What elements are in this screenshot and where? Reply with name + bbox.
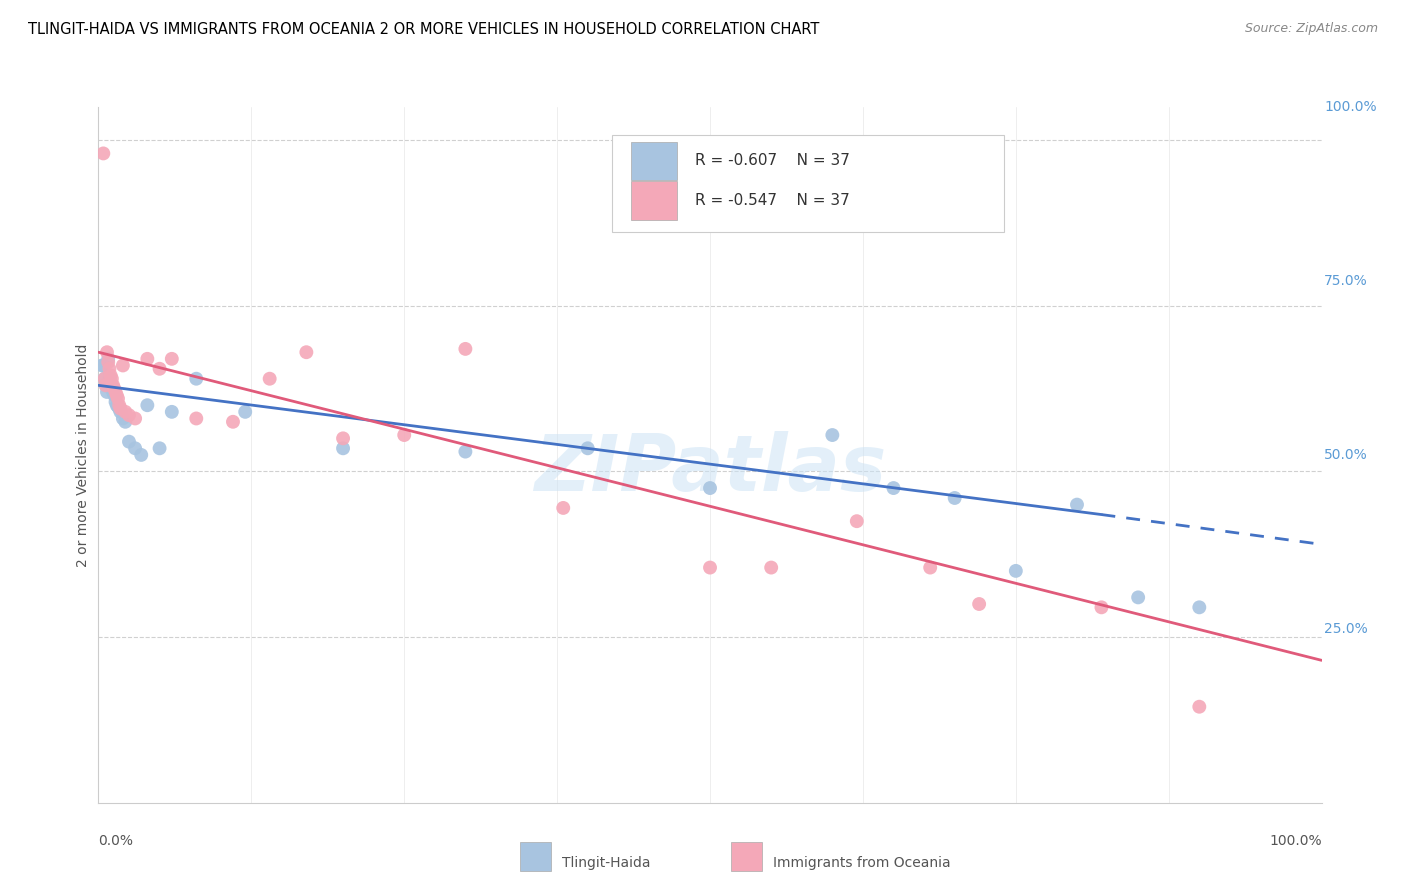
Point	[149, 442, 172, 456]
Point	[93, 372, 115, 386]
Point	[104, 384, 127, 399]
Point	[118, 408, 141, 422]
Point	[96, 384, 118, 399]
Point	[553, 500, 575, 515]
Point	[883, 481, 905, 495]
Point	[124, 442, 146, 456]
Point	[97, 355, 120, 369]
Point	[332, 442, 354, 456]
Point	[96, 345, 118, 359]
Point	[103, 382, 125, 396]
Point	[149, 361, 172, 376]
Point	[101, 372, 124, 386]
Point	[110, 405, 132, 419]
Point	[186, 411, 208, 425]
Point	[91, 146, 114, 161]
Point	[108, 398, 131, 412]
Point	[136, 351, 159, 366]
Text: Tlingit-Haida: Tlingit-Haida	[562, 856, 651, 871]
Point	[454, 342, 477, 356]
Text: 100.0%: 100.0%	[1270, 834, 1322, 848]
Point	[118, 434, 141, 449]
FancyBboxPatch shape	[630, 142, 678, 180]
Point	[107, 392, 129, 406]
Point	[259, 372, 281, 386]
Point	[1004, 564, 1026, 578]
Point	[103, 388, 125, 402]
Point	[110, 401, 132, 416]
Point	[233, 405, 256, 419]
Point	[160, 351, 183, 366]
Point	[136, 398, 159, 412]
Point	[101, 382, 124, 396]
Point	[967, 597, 990, 611]
Text: TLINGIT-HAIDA VS IMMIGRANTS FROM OCEANIA 2 OR MORE VEHICLES IN HOUSEHOLD CORRELA: TLINGIT-HAIDA VS IMMIGRANTS FROM OCEANIA…	[28, 22, 820, 37]
Point	[94, 378, 117, 392]
Point	[104, 395, 127, 409]
Point	[943, 491, 966, 505]
Point	[101, 384, 124, 399]
Point	[699, 481, 721, 495]
Point	[91, 359, 114, 373]
Point	[114, 405, 136, 419]
Point	[93, 372, 115, 386]
Point	[845, 514, 868, 528]
Point	[295, 345, 318, 359]
Point	[392, 428, 416, 442]
Point	[1188, 699, 1211, 714]
Point	[332, 431, 354, 445]
Point	[821, 428, 844, 442]
Point	[107, 400, 129, 414]
FancyBboxPatch shape	[630, 181, 678, 219]
Text: R = -0.547    N = 37: R = -0.547 N = 37	[696, 194, 851, 208]
Point	[454, 444, 477, 458]
Point	[920, 560, 942, 574]
Point	[98, 361, 121, 376]
Point	[100, 368, 122, 383]
Point	[105, 398, 128, 412]
Text: 100.0%: 100.0%	[1324, 100, 1376, 114]
Point	[111, 359, 134, 373]
Point	[101, 378, 124, 392]
Point	[94, 378, 117, 392]
Point	[108, 401, 131, 416]
Text: 0.0%: 0.0%	[98, 834, 134, 848]
FancyBboxPatch shape	[612, 135, 1004, 232]
Point	[97, 351, 120, 366]
Point	[1188, 600, 1211, 615]
Point	[100, 378, 122, 392]
Point	[576, 442, 599, 456]
Text: 50.0%: 50.0%	[1324, 448, 1368, 462]
Text: ZIPatlas: ZIPatlas	[534, 431, 886, 507]
Point	[129, 448, 152, 462]
Point	[160, 405, 183, 419]
Point	[111, 411, 134, 425]
Text: R = -0.607    N = 37: R = -0.607 N = 37	[696, 153, 851, 169]
Point	[1090, 600, 1112, 615]
Point	[114, 415, 136, 429]
Point	[186, 372, 208, 386]
Point	[105, 388, 128, 402]
Point	[222, 415, 245, 429]
Point	[761, 560, 783, 574]
Point	[124, 411, 146, 425]
Text: 75.0%: 75.0%	[1324, 274, 1368, 288]
Text: Immigrants from Oceania: Immigrants from Oceania	[773, 856, 950, 871]
Point	[98, 372, 121, 386]
Point	[91, 359, 114, 373]
Text: Source: ZipAtlas.com: Source: ZipAtlas.com	[1244, 22, 1378, 36]
Text: 25.0%: 25.0%	[1324, 622, 1368, 636]
Point	[1128, 591, 1150, 605]
Point	[1066, 498, 1088, 512]
Point	[699, 560, 721, 574]
Y-axis label: 2 or more Vehicles in Household: 2 or more Vehicles in Household	[76, 343, 90, 566]
